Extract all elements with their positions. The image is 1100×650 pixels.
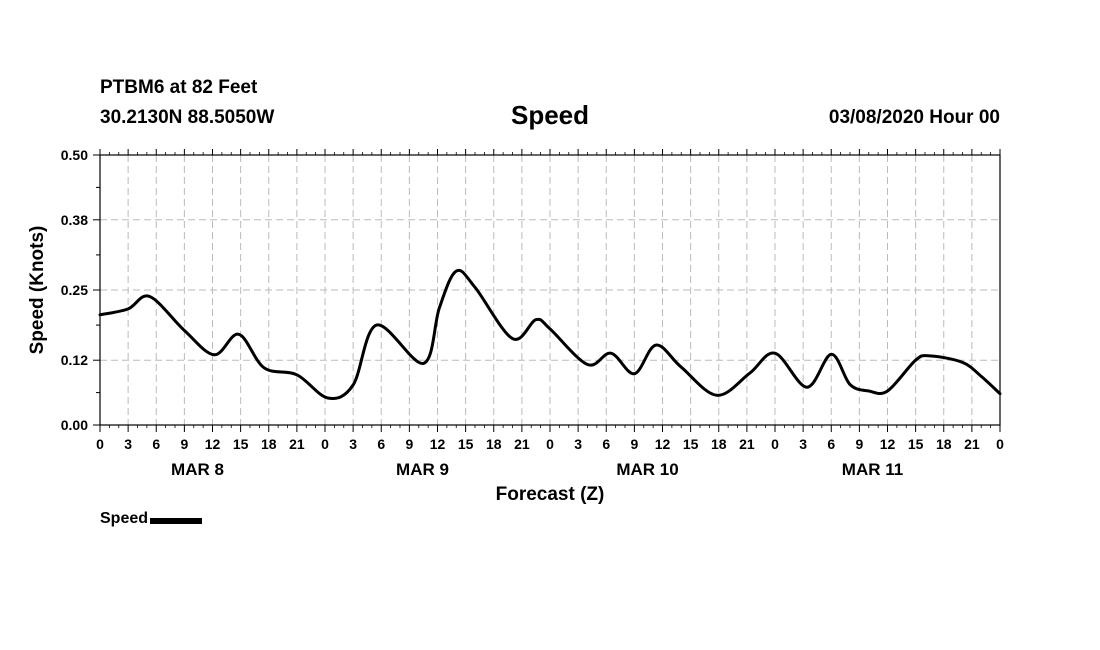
y-tick-label: 0.50 [61,147,88,163]
x-tick-label: 0 [546,436,554,452]
x-tick-label: 21 [739,436,755,452]
x-tick-label: 0 [771,436,779,452]
station-label: PTBM6 at 82 Feet [100,77,258,98]
legend-line-swatch [150,518,203,524]
day-label: MAR 8 [171,460,224,479]
x-tick-label: 6 [827,436,835,452]
speed-series-line [98,268,1002,400]
chart-grid [100,155,1000,425]
x-tick-label: 3 [799,436,807,452]
day-label: MAR 9 [396,460,449,479]
x-tick-label: 18 [486,436,502,452]
x-tick-label: 9 [855,436,863,452]
day-label: MAR 11 [842,460,903,479]
coordinates-label: 30.2130N 88.5050W [100,107,275,128]
x-tick-label: 12 [430,436,446,452]
y-tick-label: 0.00 [61,417,88,433]
x-tick-label: 15 [908,436,924,452]
x-tick-label: 3 [574,436,582,452]
chart-title: Speed [510,100,590,130]
x-tick-label: 18 [711,436,727,452]
x-tick-label: 18 [936,436,952,452]
x-tick-label: 3 [124,436,132,452]
legend-label: Speed [100,510,149,527]
x-tick-label: 0 [96,436,104,452]
x-tick-label: 0 [996,436,1004,452]
y-tick-label: 0.38 [61,212,88,228]
x-tick-label: 21 [514,436,530,452]
axis-labels: 0.00 0.12 0.25 0.38 0.50 0 3 6 9 12 15 18 21 0 3 6 9 12 15… [61,147,1004,479]
x-tick-label: 6 [152,436,160,452]
x-tick-label: 6 [377,436,385,452]
plot-frame [99,154,1001,426]
day-label: MAR 10 [616,460,678,479]
x-axis-label: Forecast (Z) [496,484,605,505]
x-tick-label: 9 [405,436,413,452]
x-tick-label: 9 [630,436,638,452]
y-tick-label: 0.12 [61,352,88,368]
x-tick-label: 9 [180,436,188,452]
x-tick-label: 18 [261,436,277,452]
x-tick-label: 15 [233,436,249,452]
chart-legend: Speed [100,510,203,528]
x-tick-label: 12 [205,436,221,452]
x-tick-label: 21 [964,436,980,452]
y-axis-label: Speed (Knots) [27,226,48,355]
x-tick-label: 15 [458,436,474,452]
x-tick-label: 21 [289,436,305,452]
x-tick-label: 15 [683,436,699,452]
y-tick-label: 0.25 [61,282,88,298]
x-tick-label: 0 [321,436,329,452]
x-tick-label: 3 [349,436,357,452]
forecast-run-time: 03/08/2020 Hour 00 [828,107,1000,128]
x-tick-label: 6 [602,436,610,452]
x-tick-label: 12 [880,436,896,452]
x-tick-label: 12 [655,436,671,452]
